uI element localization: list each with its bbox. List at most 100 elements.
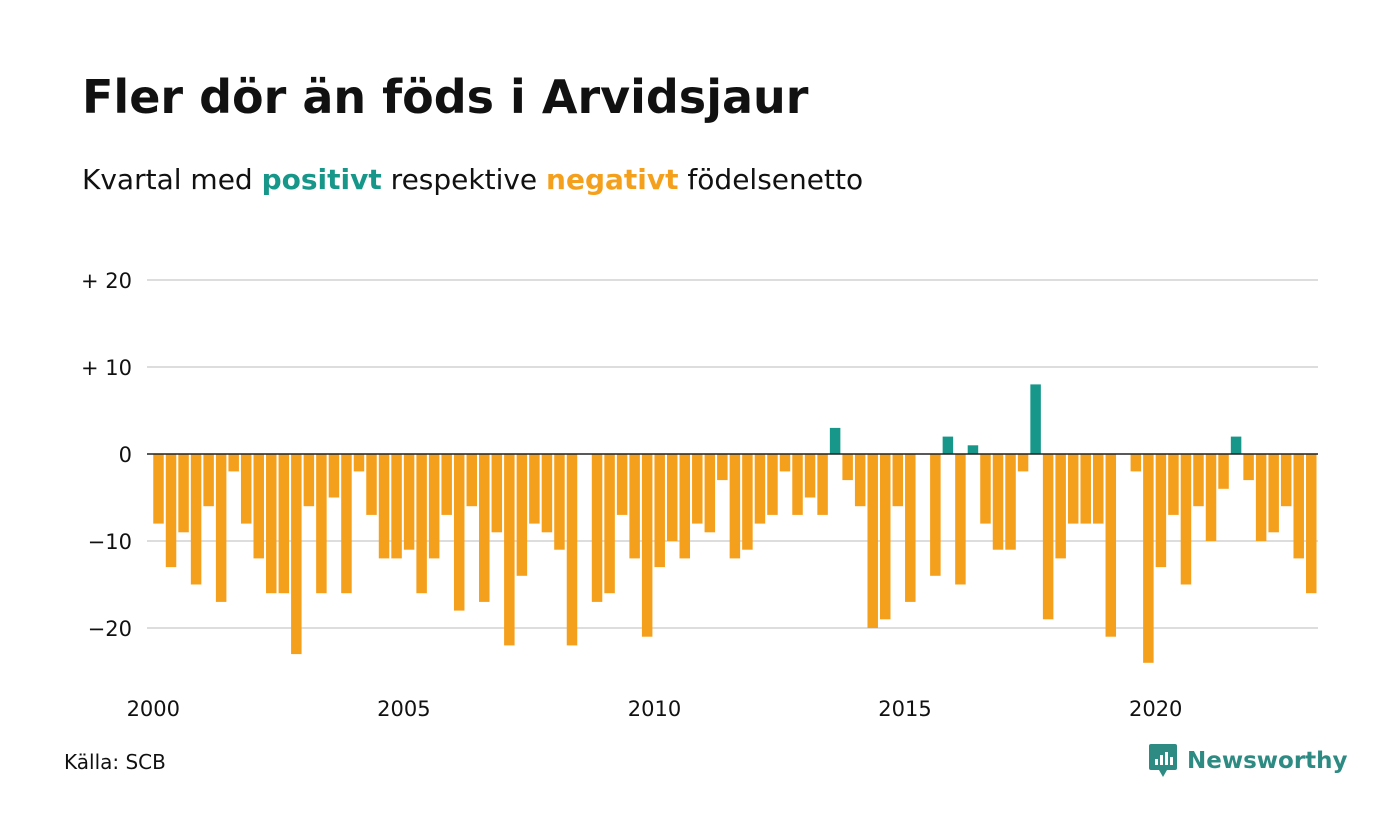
x-tick-label: 2005	[377, 697, 430, 721]
bar	[253, 454, 264, 559]
bar	[980, 454, 991, 524]
subtitle-middle: respektive	[381, 163, 547, 196]
bar	[516, 454, 528, 576]
bar	[428, 454, 440, 559]
bar	[491, 454, 503, 533]
bar	[291, 454, 302, 655]
bar	[190, 454, 202, 585]
bar	[767, 454, 778, 515]
subtitle-positive-label: positivt	[261, 163, 382, 196]
bar	[391, 454, 402, 559]
bar	[316, 454, 327, 594]
bar	[303, 454, 315, 507]
bar	[804, 454, 816, 498]
bar	[1230, 436, 1242, 454]
bar	[792, 454, 803, 515]
bar	[679, 454, 691, 559]
brand-logo: Newsworthy	[1148, 743, 1348, 779]
bar	[1105, 454, 1117, 637]
bar	[1005, 454, 1016, 550]
bar	[829, 427, 841, 454]
bar	[366, 454, 377, 515]
bar	[1067, 454, 1079, 524]
bar	[453, 454, 465, 611]
x-tick-label: 2020	[1129, 697, 1182, 721]
source-note: Källa: SCB	[64, 750, 166, 774]
bar	[879, 454, 891, 620]
subtitle-start: Kvartal med	[82, 163, 262, 196]
bar	[416, 454, 427, 594]
bar	[1243, 454, 1254, 481]
bar	[854, 454, 866, 507]
bar	[1180, 454, 1192, 585]
subtitle-end: födelsenetto	[678, 163, 864, 196]
bar	[955, 454, 966, 585]
bar	[403, 454, 415, 550]
bar	[1080, 454, 1091, 524]
bar	[566, 454, 578, 646]
bar	[729, 454, 741, 559]
chart-subtitle: Kvartal med positivt respektive negativt…	[82, 163, 863, 196]
bar	[1168, 454, 1179, 515]
bar	[479, 454, 490, 602]
bar	[203, 454, 214, 507]
bar	[441, 454, 452, 515]
bar	[604, 454, 615, 594]
bar	[754, 454, 766, 524]
bar	[1017, 454, 1029, 472]
bar	[1268, 454, 1279, 533]
bar	[666, 454, 678, 541]
bar	[1030, 384, 1041, 454]
bar	[641, 454, 653, 637]
bar	[165, 454, 177, 568]
bar	[1055, 454, 1066, 559]
bar	[1143, 454, 1154, 663]
bar	[1306, 454, 1317, 594]
brand-name: Newsworthy	[1187, 748, 1348, 774]
bar	[779, 454, 791, 472]
bar	[228, 454, 239, 472]
bar	[892, 454, 904, 507]
bar	[466, 454, 477, 507]
bar	[717, 454, 728, 481]
chart-title: Fler dör än föds i Arvidsjaur	[82, 70, 809, 124]
bar	[215, 454, 227, 602]
bar	[153, 454, 164, 524]
bar	[692, 454, 703, 524]
bar	[504, 454, 515, 646]
bar	[1205, 454, 1217, 541]
bar	[742, 454, 753, 550]
bar	[1280, 454, 1292, 507]
bar	[328, 454, 340, 498]
bar	[1093, 454, 1104, 524]
x-tick-label: 2010	[628, 697, 681, 721]
bar	[930, 454, 941, 576]
bar	[629, 454, 640, 559]
y-tick-label: −10	[88, 530, 132, 554]
bar	[353, 454, 365, 472]
bar	[178, 454, 189, 533]
bar	[591, 454, 603, 602]
bar	[654, 454, 665, 568]
bar	[1155, 454, 1167, 568]
x-tick-label: 2000	[127, 697, 180, 721]
bar	[266, 454, 277, 594]
bar	[817, 454, 828, 515]
bar	[1130, 454, 1142, 472]
bar	[278, 454, 290, 594]
bar	[842, 454, 853, 481]
bar	[967, 445, 979, 454]
bar	[378, 454, 390, 559]
bar-chart: + 20 + 10 0 −10 −20 2000 2005 2010 2015 2020	[81, 269, 1318, 721]
bar	[992, 454, 1004, 550]
y-tick-label: + 20	[81, 269, 132, 293]
bar	[554, 454, 565, 550]
bar	[240, 454, 252, 524]
bar	[867, 454, 878, 628]
bar	[1218, 454, 1229, 489]
bar	[905, 454, 916, 602]
chart-speech-bubble-icon	[1149, 744, 1177, 777]
bar	[616, 454, 628, 515]
y-tick-label: −20	[88, 617, 132, 641]
y-tick-label: 0	[119, 443, 132, 467]
